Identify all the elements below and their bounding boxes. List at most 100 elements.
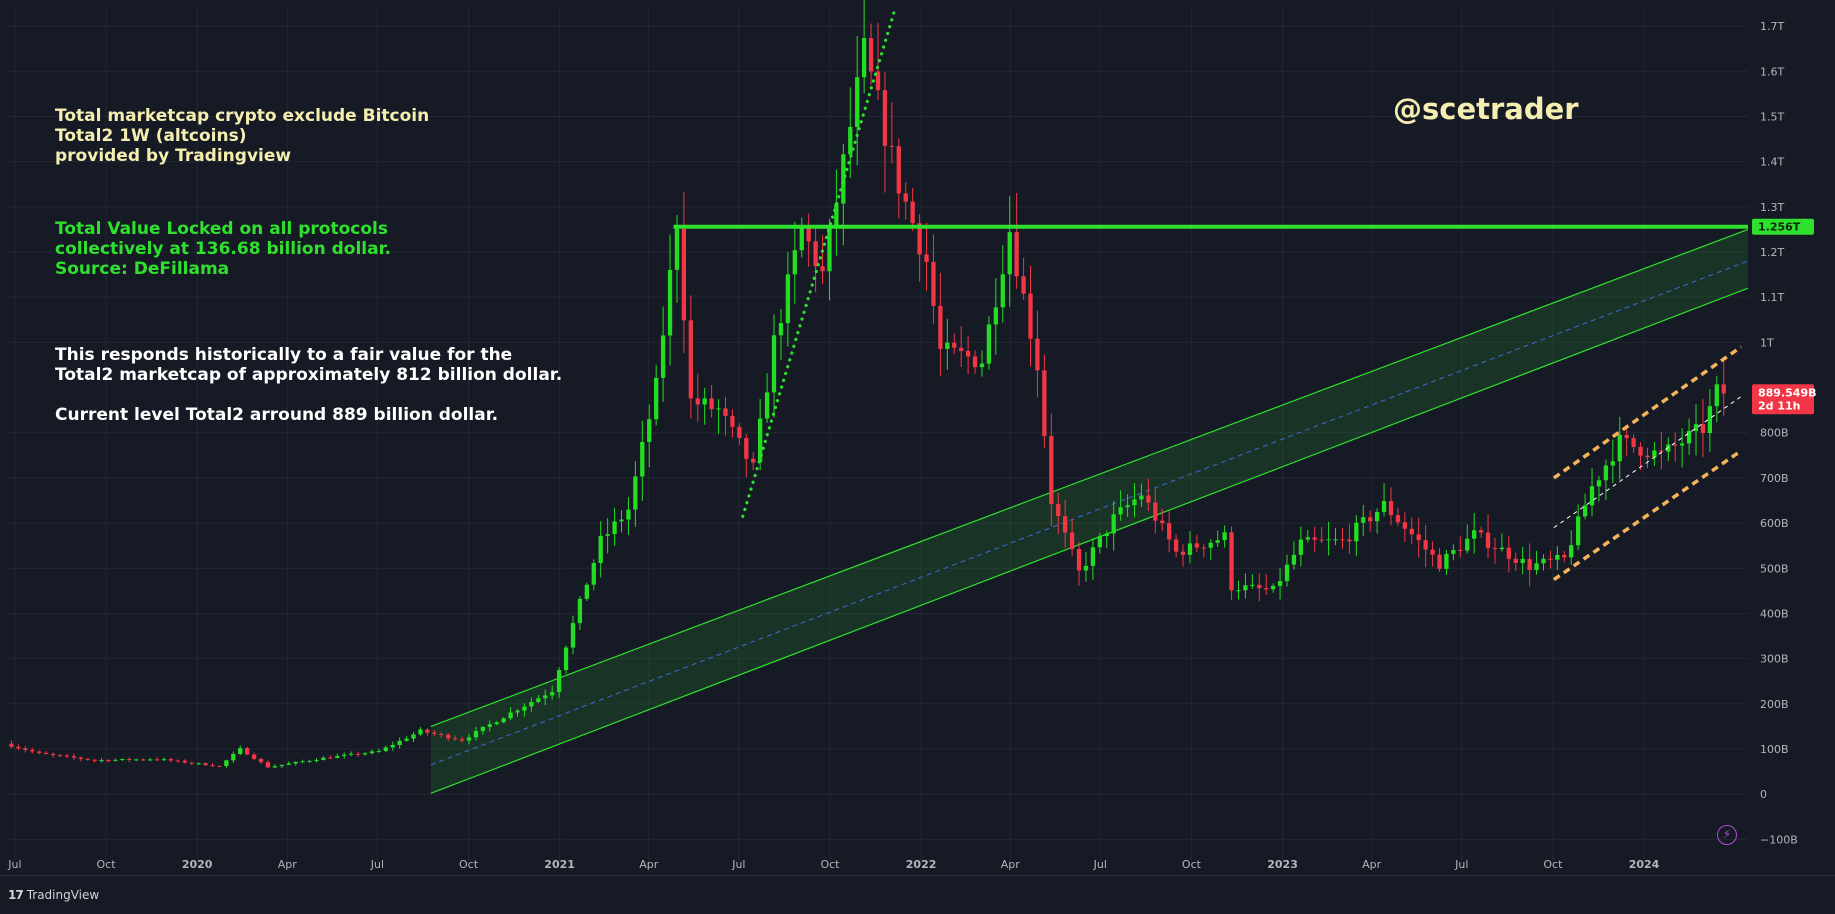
candle-body (1291, 554, 1297, 565)
candle-down (681, 192, 687, 354)
candle-body (147, 759, 153, 761)
candle-down (1264, 574, 1269, 595)
candle-down (1194, 534, 1200, 553)
annotation-fair-value: This responds historically to a fair val… (55, 345, 563, 385)
x-tick-label: 2024 (1629, 858, 1660, 871)
candle-body (1160, 520, 1165, 524)
candle-body (848, 126, 853, 155)
candle-down (1173, 534, 1179, 558)
candle-up (1326, 521, 1331, 556)
candle-body (889, 145, 895, 147)
candle-down (1430, 541, 1435, 567)
candle-body (681, 228, 687, 321)
candle-body (1173, 539, 1179, 552)
candle-body (23, 748, 28, 750)
candle-up (369, 749, 375, 755)
candle-body (1104, 533, 1109, 537)
candle-body (1000, 274, 1005, 308)
candle-body (1132, 499, 1137, 506)
candle-down (432, 729, 437, 737)
candle-up (1714, 375, 1719, 423)
candle-body (224, 760, 229, 767)
candle-down (1388, 487, 1394, 526)
x-tick-label: Jul (1093, 858, 1107, 871)
candle-body (1506, 547, 1511, 559)
candle-body (279, 764, 284, 767)
candle-down (1063, 499, 1068, 549)
candle-body (986, 324, 992, 364)
y-tick-label: 1.1T (1760, 291, 1784, 304)
candle-body (78, 757, 83, 759)
candle-body (626, 509, 631, 520)
candle-body (1631, 438, 1636, 447)
candle-down (1638, 442, 1643, 470)
candle-body (702, 398, 707, 405)
candle-body (272, 766, 278, 768)
candle-up (834, 169, 839, 256)
candle-body (473, 730, 479, 738)
candle-body (1652, 450, 1657, 458)
candle-down (459, 736, 465, 743)
grid-layer (8, 8, 1748, 862)
candle-body (258, 758, 264, 763)
candle-body (182, 760, 187, 763)
y-tick-label: 600B (1760, 517, 1789, 530)
candle-body (251, 754, 257, 759)
candle-down (1402, 512, 1408, 542)
candle-body (695, 398, 700, 405)
candle-body (1596, 480, 1602, 487)
candle-body (425, 729, 430, 733)
candle-down (64, 753, 70, 759)
candle-up (335, 753, 340, 759)
candle-down (141, 758, 146, 761)
candle-down (71, 753, 77, 761)
candle-body (917, 223, 922, 255)
candle-body (792, 250, 797, 275)
candle-body (321, 757, 326, 760)
candle-up (584, 582, 589, 602)
candle-up (543, 689, 548, 706)
candle-body (210, 765, 215, 767)
candle-down (896, 138, 901, 219)
candle-up (1596, 475, 1602, 502)
candle-up (293, 761, 298, 766)
candle-up (979, 350, 985, 377)
candle-down (30, 747, 35, 754)
candle-body (1582, 505, 1588, 517)
resistance-price-label (1752, 218, 1814, 235)
candle-body (1548, 558, 1553, 560)
candle-up (286, 761, 291, 766)
candle-down (1146, 478, 1151, 511)
candle-up (1284, 554, 1290, 587)
candle-body (57, 754, 63, 756)
candle-body (1187, 543, 1193, 555)
candle-body (1333, 539, 1338, 541)
candle-body (716, 408, 721, 410)
candle-body (674, 228, 680, 270)
candle-body (1277, 581, 1283, 586)
candle-down (1312, 526, 1317, 552)
candle-up (1118, 490, 1123, 521)
lightning-icon[interactable]: ⚡ (1717, 825, 1737, 845)
candle-body (1430, 549, 1435, 555)
candle-down (1340, 528, 1345, 549)
candle-body (404, 738, 409, 741)
candle-body (1208, 542, 1213, 548)
candle-body (1153, 502, 1158, 521)
candle-down (1180, 544, 1186, 567)
y-tick-label: 1T (1760, 336, 1774, 349)
candle-down (1437, 548, 1442, 572)
candle-up (348, 751, 354, 757)
tradingview-logo[interactable]: 17 TradingView (8, 888, 99, 902)
candle-body (217, 766, 222, 768)
candle-body (1395, 515, 1401, 523)
candle-down (709, 385, 714, 418)
candle-up (550, 685, 555, 700)
candle-body (640, 441, 645, 477)
y-tick-label: 300B (1760, 653, 1789, 666)
candle-body (203, 763, 208, 766)
candle-body (1215, 540, 1220, 543)
candle-down (889, 102, 895, 164)
candle-body (570, 623, 576, 648)
